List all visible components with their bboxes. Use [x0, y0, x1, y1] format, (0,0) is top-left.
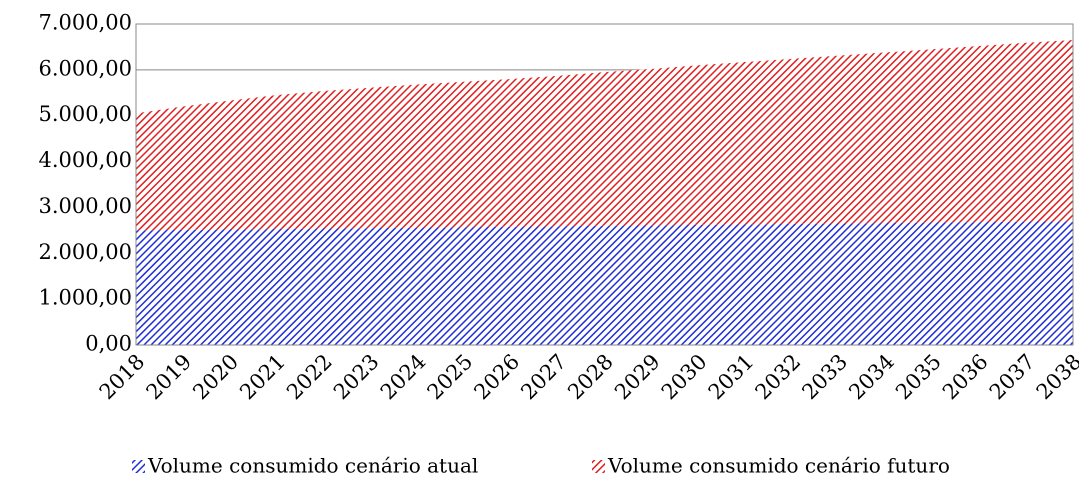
y-tick-label: 0,00 [85, 332, 132, 356]
x-tick-label: 2028 [563, 349, 618, 404]
x-tick-label: 2018 [95, 349, 150, 404]
y-tick-label: 4.000,00 [38, 148, 132, 172]
x-tick-label: 2032 [751, 349, 806, 404]
x-tick-label: 2031 [704, 349, 759, 404]
x-tick-label: 2024 [376, 349, 431, 404]
x-tick-label: 2019 [142, 349, 197, 404]
y-tick-label: 6.000,00 [38, 56, 132, 80]
x-tick-label: 2025 [423, 349, 478, 404]
x-tick-label: 2021 [235, 349, 290, 404]
x-tick-label: 2023 [329, 349, 384, 404]
y-tick-label: 1.000,00 [38, 286, 132, 310]
x-tick-label: 2034 [844, 349, 899, 404]
x-tick-label: 2027 [516, 349, 571, 404]
y-tick-label: 3.000,00 [38, 194, 132, 218]
x-tick-label: 2035 [891, 349, 946, 404]
legend-label: Volume consumido cenário atual [147, 454, 478, 478]
y-tick-label: 5.000,00 [38, 102, 132, 126]
y-tick-label: 7.000,00 [38, 11, 132, 35]
x-tick-label: 2036 [938, 349, 993, 404]
x-tick-label: 2038 [1032, 349, 1079, 404]
legend-label: Volume consumido cenário futuro [607, 454, 950, 478]
legend-swatch [592, 460, 605, 473]
x-tick-label: 2037 [985, 349, 1040, 404]
x-tick-label: 2029 [610, 349, 665, 404]
plot-border [135, 23, 1074, 346]
x-tick-label: 2033 [797, 349, 852, 404]
legend-swatch [132, 460, 145, 473]
x-tick-label: 2026 [469, 349, 524, 404]
area [136, 221, 1073, 345]
y-tick-label: 2.000,00 [38, 240, 132, 264]
x-tick-label: 2020 [188, 349, 243, 404]
x-tick-label: 2022 [282, 349, 337, 404]
area [136, 40, 1073, 231]
x-tick-label: 2030 [657, 349, 712, 404]
